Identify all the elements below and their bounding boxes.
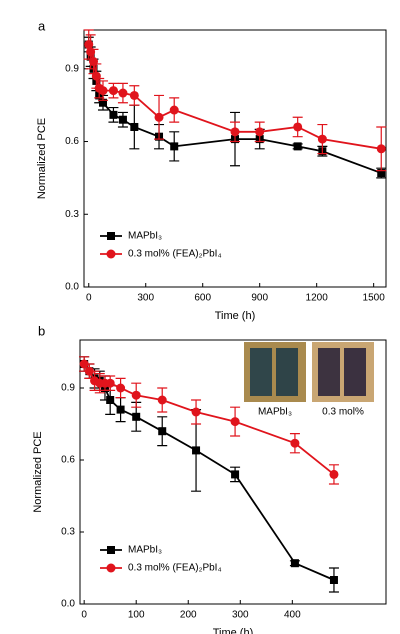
y-axis-label: Normalized PCE — [36, 118, 48, 199]
photo-cell — [250, 348, 272, 396]
marker — [290, 559, 299, 568]
x-tick-label: 1500 — [363, 293, 386, 304]
y-tick-label: 0.3 — [61, 527, 75, 538]
marker — [230, 417, 240, 427]
y-tick-label: 0.6 — [61, 455, 75, 466]
y-tick-label: 0.0 — [65, 282, 79, 293]
plot-frame — [79, 339, 387, 605]
marker — [293, 142, 302, 151]
marker — [129, 90, 139, 100]
inset-label: MAPbI₃ — [258, 407, 292, 418]
x-tick-label: 0 — [86, 293, 92, 304]
x-axis-label: Time (h) — [213, 627, 254, 634]
marker — [116, 405, 125, 414]
y-tick-label: 0.9 — [65, 63, 79, 74]
marker — [231, 470, 240, 479]
marker — [130, 122, 139, 131]
marker — [116, 383, 126, 393]
x-axis-label: Time (h) — [215, 310, 256, 322]
marker — [79, 359, 89, 369]
marker — [118, 88, 128, 98]
marker — [105, 378, 115, 388]
marker — [170, 142, 179, 151]
marker — [118, 115, 127, 124]
marker — [106, 396, 115, 404]
photo-cell — [344, 348, 366, 396]
legend-marker — [106, 249, 116, 259]
marker — [108, 86, 118, 96]
marker — [191, 407, 201, 417]
marker — [377, 169, 386, 178]
photo-cell — [318, 348, 340, 396]
legend-marker — [107, 232, 115, 240]
legend-marker — [107, 546, 115, 554]
x-tick-label: 100 — [128, 610, 145, 621]
x-tick-label: 300 — [232, 610, 249, 621]
marker — [158, 427, 167, 436]
x-tick-label: 300 — [137, 293, 154, 304]
marker — [132, 412, 141, 421]
y-axis-label: Normalized PCE — [32, 431, 44, 512]
marker — [131, 390, 141, 400]
x-tick-label: 600 — [194, 293, 211, 304]
y-tick-label: 0.6 — [65, 136, 79, 147]
legend-label: MAPbI₃ — [128, 231, 162, 242]
panel-label: a — [38, 18, 46, 33]
marker — [230, 127, 240, 137]
inset-photos — [244, 342, 374, 402]
legend-label: 0.3 mol% (FEA)₂PbI₄ — [128, 563, 222, 574]
legend-label: 0.3 mol% (FEA)₂PbI₄ — [128, 249, 222, 260]
panel-label: b — [38, 323, 45, 338]
x-tick-label: 900 — [251, 293, 268, 304]
marker — [317, 134, 327, 144]
legend-marker — [106, 563, 116, 573]
marker — [329, 576, 338, 584]
marker — [169, 105, 179, 115]
marker — [192, 446, 201, 455]
plot-frame — [83, 29, 387, 288]
marker — [84, 366, 94, 376]
inset-label: 0.3 mol% — [322, 407, 364, 418]
y-tick-label: 0.3 — [65, 209, 79, 220]
marker — [154, 112, 164, 122]
photo-cell — [276, 348, 298, 396]
marker — [157, 395, 167, 405]
marker — [293, 122, 303, 132]
x-tick-label: 0 — [81, 610, 87, 621]
x-tick-label: 400 — [284, 610, 301, 621]
y-tick-label: 0.0 — [61, 599, 75, 610]
marker — [255, 127, 265, 137]
x-tick-label: 200 — [180, 610, 197, 621]
marker — [376, 144, 386, 154]
x-tick-label: 1200 — [306, 293, 329, 304]
marker — [290, 438, 300, 448]
legend-label: MAPbI₃ — [128, 545, 162, 556]
marker — [98, 98, 107, 107]
marker — [98, 86, 108, 96]
marker — [109, 110, 118, 119]
y-tick-label: 0.9 — [61, 383, 75, 394]
marker — [329, 469, 339, 479]
